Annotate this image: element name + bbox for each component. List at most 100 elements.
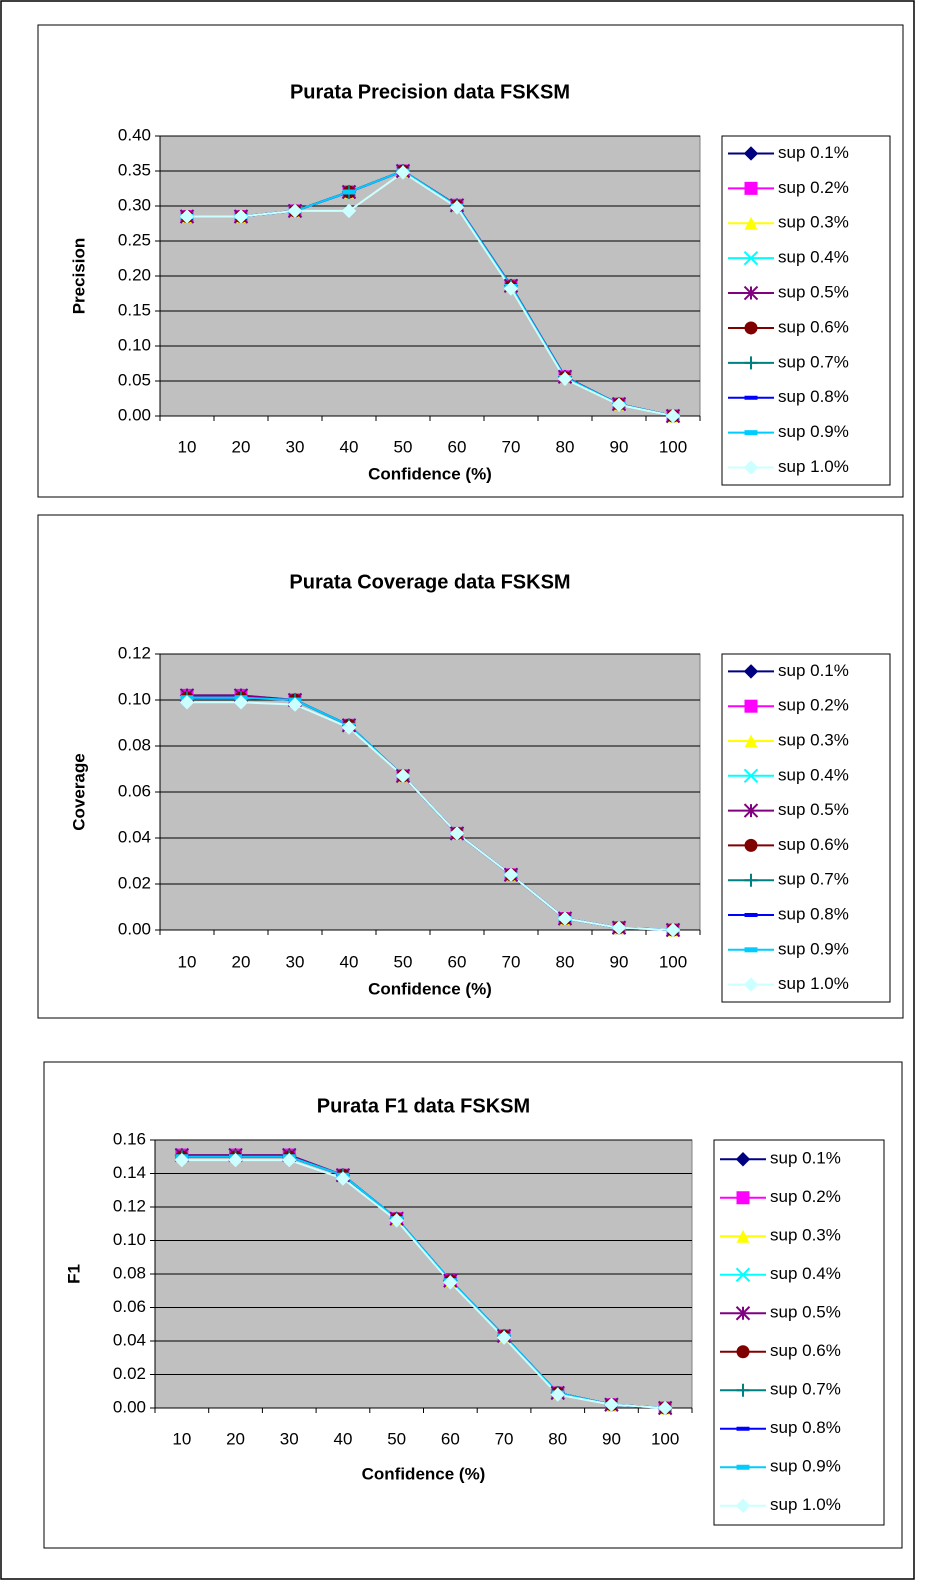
y-axis-label: Precision	[69, 238, 88, 315]
y-tick-label: 0.30	[118, 195, 151, 214]
x-tick-label: 90	[602, 1429, 621, 1448]
legend-label: sup 0.8%	[778, 904, 849, 923]
marker	[557, 371, 573, 387]
x-tick-label: 10	[178, 952, 197, 971]
legend-marker	[743, 460, 759, 475]
series-line	[187, 171, 674, 417]
marker	[496, 1330, 512, 1345]
y-tick-label: 0.08	[118, 735, 151, 754]
legend-marker	[744, 321, 758, 335]
y-tick-label: 0.20	[118, 265, 151, 284]
y-tick-label: 0.35	[118, 160, 151, 179]
x-tick-label: 40	[333, 1429, 352, 1448]
marker	[233, 209, 249, 224]
marker	[443, 1275, 458, 1290]
legend-label: sup 0.4%	[770, 1264, 841, 1283]
legend-marker	[743, 803, 759, 818]
x-tick-label: 60	[448, 952, 467, 971]
y-tick-label: 0.40	[118, 125, 151, 144]
marker	[341, 203, 357, 219]
legend-marker	[736, 1383, 750, 1397]
legend-marker	[744, 356, 758, 370]
legend-label: sup 0.1%	[770, 1149, 841, 1168]
legend-marker	[744, 947, 758, 953]
legend-label: sup 0.5%	[778, 283, 849, 302]
legend-label: sup 0.3%	[770, 1226, 841, 1245]
y-tick-label: 0.12	[113, 1196, 146, 1215]
x-axis-label: Confidence (%)	[368, 979, 492, 998]
legend-label: sup 0.5%	[770, 1303, 841, 1322]
legend-label: sup 0.9%	[778, 939, 849, 958]
x-tick-label: 50	[394, 437, 413, 456]
legend-label: sup 0.3%	[778, 213, 849, 232]
marker	[503, 867, 519, 883]
marker	[657, 1400, 673, 1416]
legend-marker	[736, 1345, 750, 1359]
legend-label: sup 0.8%	[778, 387, 849, 406]
y-tick-label: 0.12	[118, 643, 151, 662]
marker	[604, 1397, 619, 1412]
line-chart: Purata Precision data FSKSM 0.00 0.05 0.10 0…	[37, 24, 904, 498]
marker	[449, 200, 465, 215]
marker	[611, 920, 627, 935]
x-tick-label: 20	[232, 437, 251, 456]
series-line	[187, 701, 674, 931]
marker	[228, 1152, 243, 1168]
x-tick-label: 100	[659, 952, 687, 971]
legend-marker	[735, 1267, 751, 1282]
y-axis-label: F1	[64, 1264, 83, 1284]
legend-label: sup 0.2%	[778, 178, 849, 197]
marker	[287, 697, 303, 712]
x-axis-label: Confidence (%)	[362, 1464, 486, 1483]
legend-label: sup 0.8%	[770, 1418, 841, 1437]
x-tick-label: 20	[226, 1429, 245, 1448]
legend-marker	[744, 873, 758, 887]
legend-label: sup 0.7%	[770, 1380, 841, 1399]
marker	[665, 408, 681, 424]
legend-marker	[743, 977, 759, 992]
line-chart: Purata F1 data FSKSM 0.00 0.02 0.04 0.06 0.08…	[43, 1061, 903, 1549]
marker	[389, 1213, 404, 1228]
x-tick-label: 80	[548, 1429, 567, 1448]
x-tick-label: 30	[286, 437, 305, 456]
y-tick-label: 0.02	[113, 1364, 146, 1383]
x-tick-label: 60	[441, 1429, 460, 1448]
marker	[342, 189, 356, 195]
marker	[179, 695, 195, 710]
y-tick-label: 0.16	[113, 1129, 146, 1148]
x-tick-label: 30	[286, 952, 305, 971]
legend-label: sup 0.7%	[778, 352, 849, 371]
legend-label: sup 1.0%	[770, 1495, 841, 1514]
x-tick-label: 60	[448, 437, 467, 456]
legend-label: sup 0.7%	[778, 870, 849, 889]
x-tick-label: 70	[495, 1429, 514, 1448]
x-tick-label: 80	[556, 437, 575, 456]
x-tick-label: 80	[556, 952, 575, 971]
x-tick-label: 90	[610, 437, 629, 456]
x-tick-label: 50	[387, 1429, 406, 1448]
marker	[282, 1152, 297, 1168]
legend-marker	[743, 250, 759, 266]
legend-label: sup 0.2%	[778, 696, 849, 715]
chart-title: Purata Precision data FSKSM	[290, 81, 570, 103]
legend-marker	[744, 430, 758, 436]
marker	[611, 397, 627, 413]
legend-marker	[743, 664, 759, 679]
y-tick-label: 0.00	[113, 1397, 146, 1416]
y-tick-label: 0.00	[118, 919, 151, 938]
legend-label: sup 0.1%	[778, 143, 849, 162]
legend-marker	[743, 146, 759, 161]
x-tick-label: 40	[340, 437, 359, 456]
legend-label: sup 0.6%	[778, 317, 849, 336]
line-chart: Purata Coverage data FSKSM 0.00 0.02 0.04 0.…	[37, 514, 904, 1019]
marker	[395, 165, 411, 180]
y-axis-label: Coverage	[69, 753, 88, 830]
legend-marker	[744, 734, 758, 748]
legend-label: sup 0.1%	[778, 661, 849, 680]
legend-marker	[743, 285, 759, 301]
marker	[557, 911, 573, 926]
legend-marker	[735, 1306, 751, 1321]
legend-label: sup 1.0%	[778, 457, 849, 476]
y-tick-label: 0.04	[118, 827, 151, 846]
